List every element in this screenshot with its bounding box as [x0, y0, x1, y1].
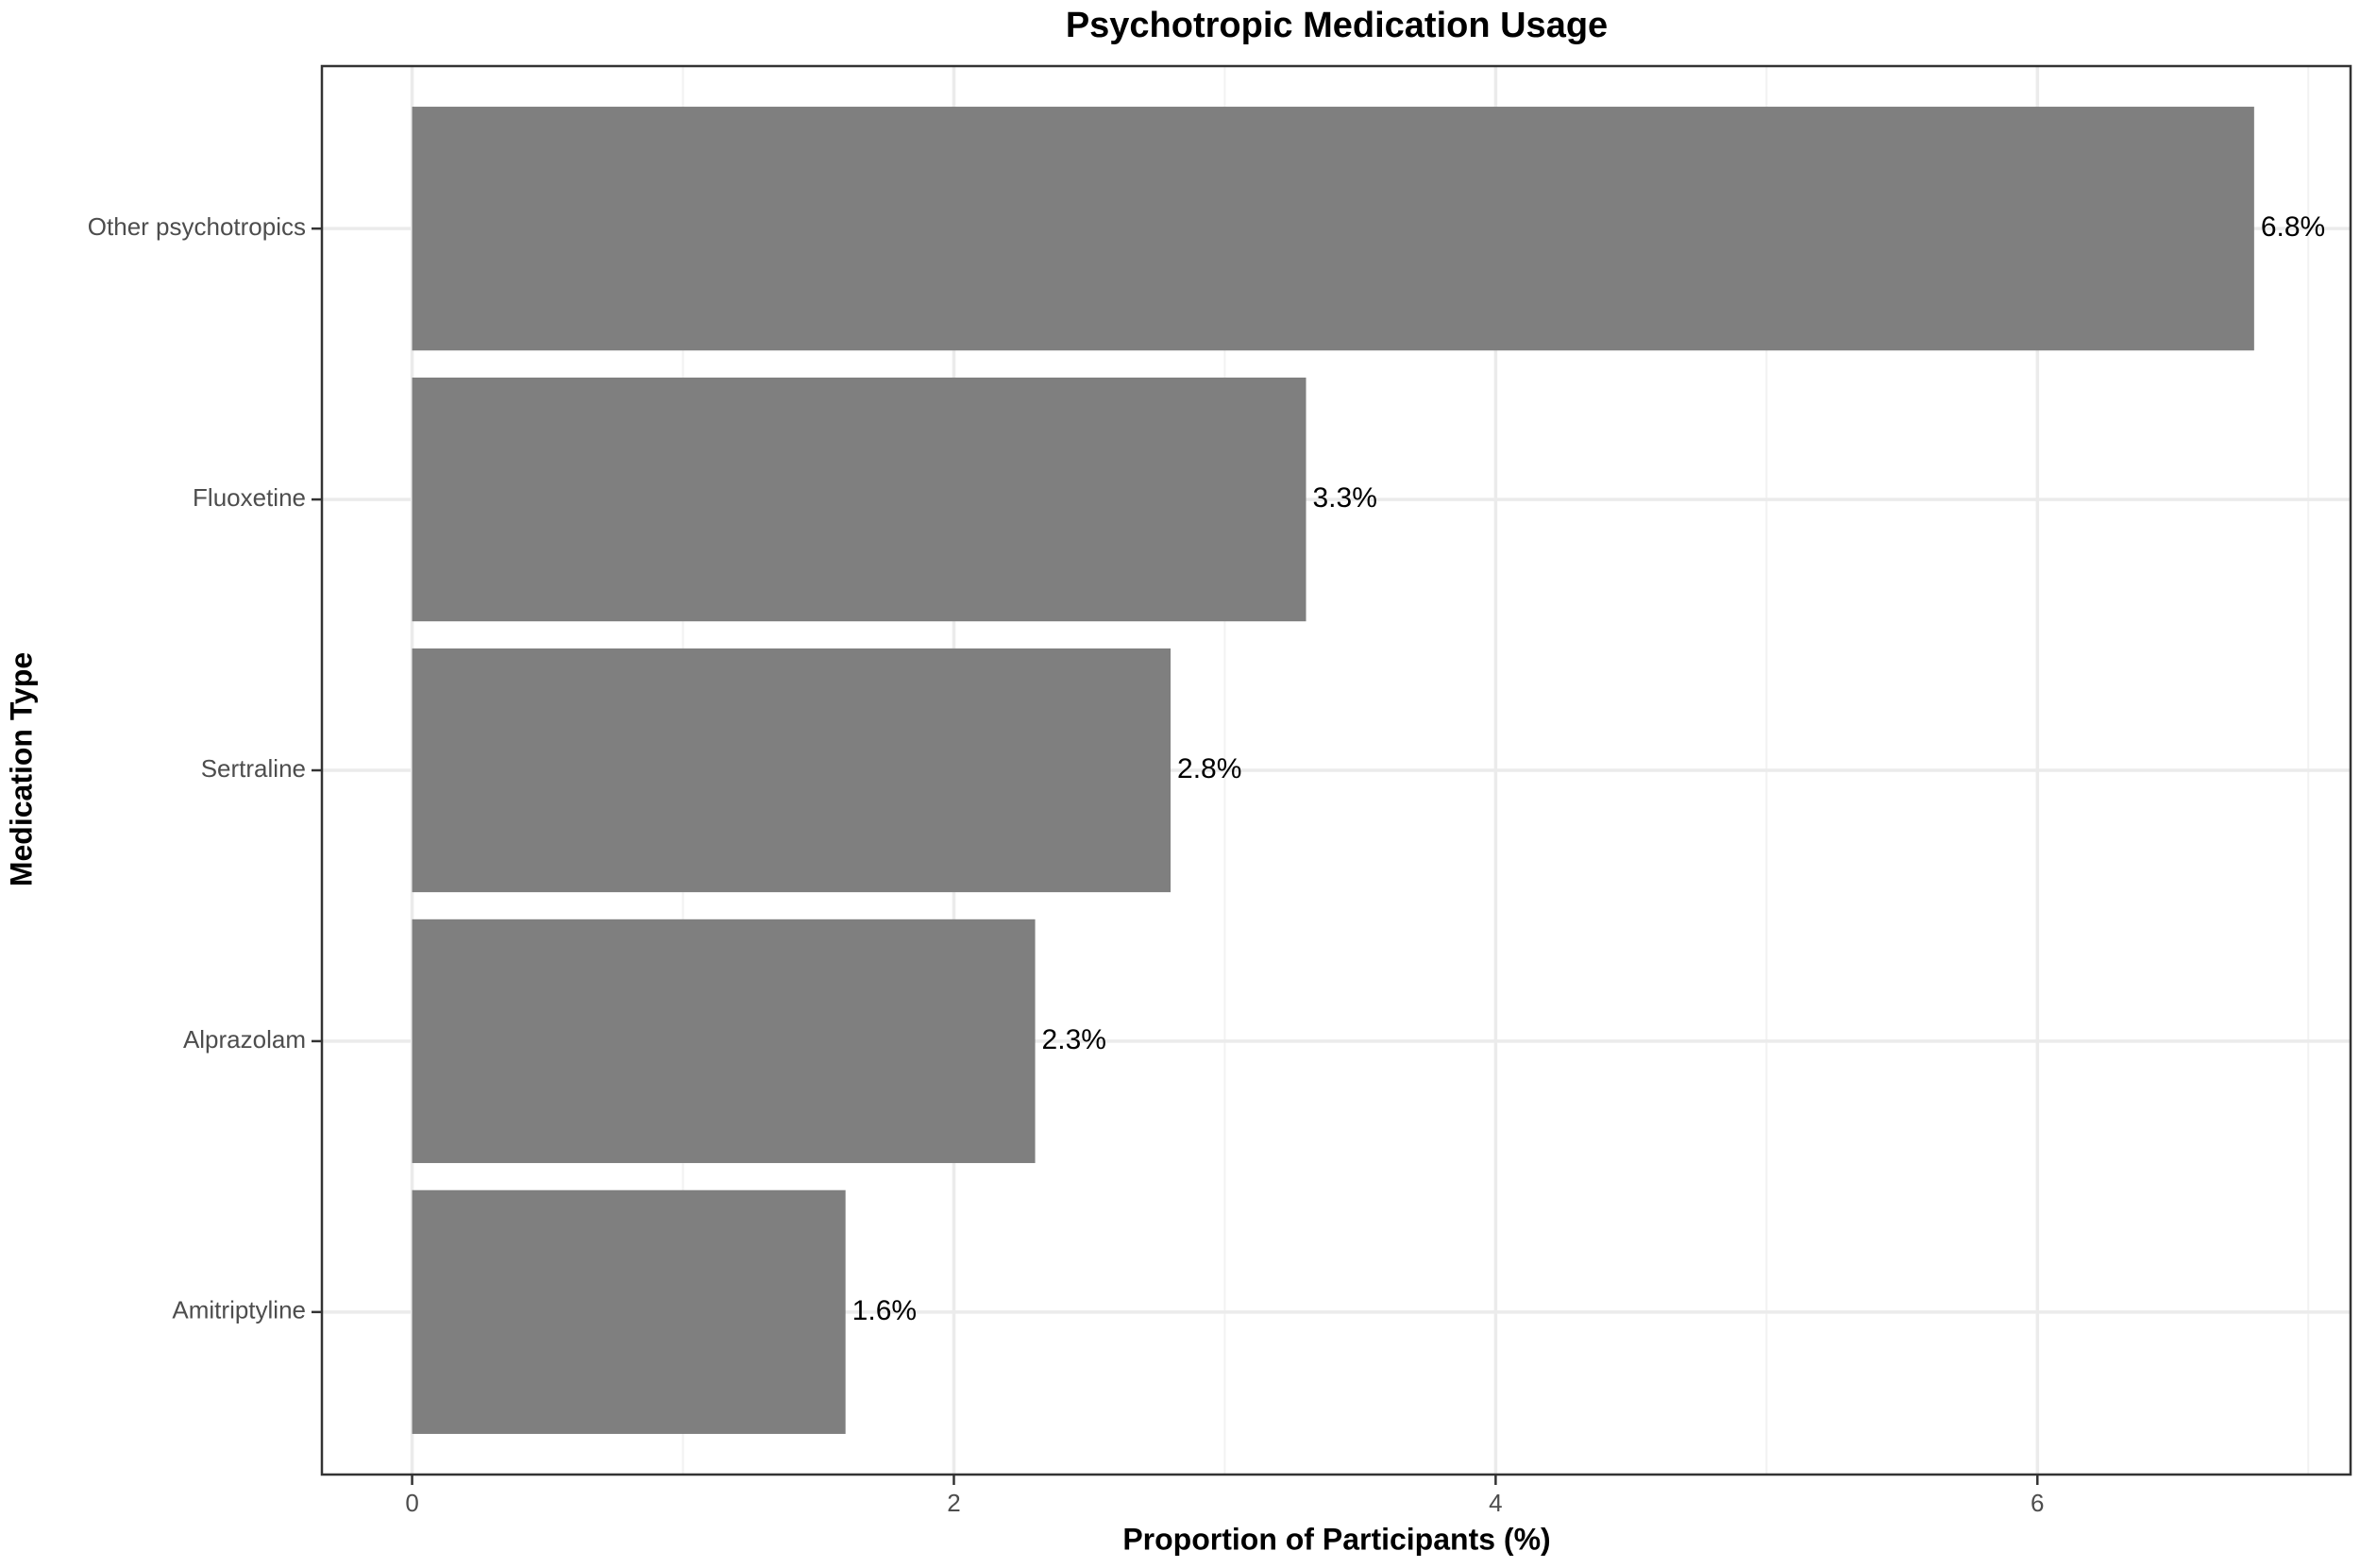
bar [412, 107, 2254, 351]
bar [412, 377, 1306, 622]
bar [412, 1189, 846, 1434]
bar [412, 919, 1036, 1164]
y-axis-title: Medication Type [4, 652, 38, 886]
value-label: 2.8% [1177, 753, 1241, 784]
value-label: 3.3% [1313, 482, 1377, 514]
y-tick-label: Sertraline [201, 754, 306, 783]
panel-border [320, 64, 2352, 1476]
bar [412, 648, 1172, 893]
x-tick-label: 0 [405, 1489, 418, 1517]
chart-title: Psychotropic Medication Usage [1066, 6, 1608, 45]
y-tick-label: Alprazolam [183, 1025, 306, 1054]
y-tick-label: Amitriptyline [172, 1296, 306, 1324]
x-axis-title: Proportion of Participants (%) [1122, 1522, 1550, 1556]
y-tick-label: Fluoxetine [193, 483, 306, 512]
value-label: 1.6% [852, 1295, 917, 1326]
x-tick-label: 2 [947, 1489, 960, 1517]
value-label: 2.3% [1042, 1024, 1106, 1055]
x-tick-label: 4 [1489, 1489, 1502, 1517]
value-label: 6.8% [2261, 211, 2325, 243]
y-tick-label: Other psychotropics [88, 212, 306, 241]
x-tick-label: 6 [2031, 1489, 2044, 1517]
